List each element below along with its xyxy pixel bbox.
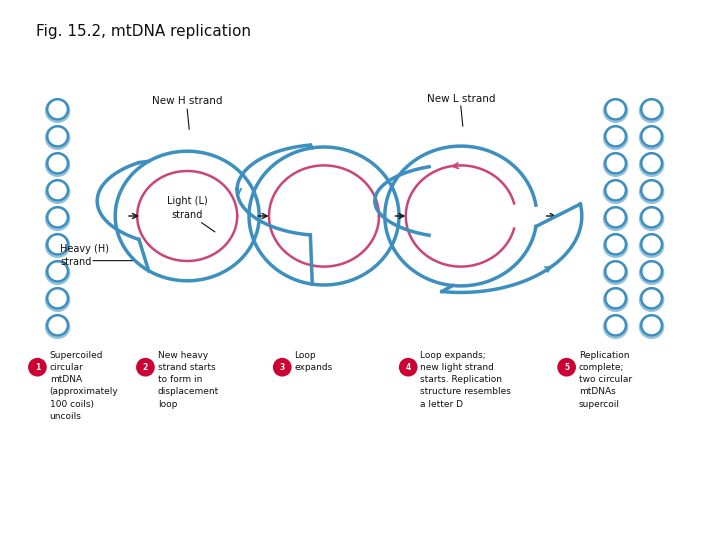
Ellipse shape (48, 315, 68, 335)
Circle shape (137, 359, 154, 376)
Ellipse shape (642, 207, 662, 227)
Ellipse shape (642, 126, 662, 146)
Text: Fig. 15.2, mtDNA replication: Fig. 15.2, mtDNA replication (36, 24, 251, 39)
Ellipse shape (606, 207, 626, 227)
Ellipse shape (606, 153, 626, 173)
Ellipse shape (48, 261, 68, 281)
Text: Replication
complete;
two circular
mtDNAs
supercoil: Replication complete; two circular mtDNA… (579, 351, 632, 409)
Text: New heavy
strand starts
to form in
displacement
loop: New heavy strand starts to form in displ… (158, 351, 219, 409)
Ellipse shape (642, 261, 662, 281)
Text: New L strand: New L strand (426, 94, 495, 104)
Text: 3: 3 (279, 363, 285, 372)
Ellipse shape (48, 288, 68, 308)
Text: Supercoiled
circular
mtDNA
(approximately
100 coils)
uncoils: Supercoiled circular mtDNA (approximatel… (50, 351, 118, 421)
Ellipse shape (48, 234, 68, 254)
Ellipse shape (642, 315, 662, 335)
Ellipse shape (642, 180, 662, 200)
Text: 4: 4 (405, 363, 411, 372)
Text: New H strand: New H strand (152, 96, 222, 106)
Ellipse shape (606, 315, 626, 335)
Ellipse shape (606, 234, 626, 254)
Ellipse shape (48, 207, 68, 227)
Ellipse shape (606, 126, 626, 146)
Text: Heavy (H)
strand: Heavy (H) strand (60, 244, 109, 267)
Ellipse shape (606, 180, 626, 200)
Circle shape (29, 359, 46, 376)
Ellipse shape (642, 99, 662, 119)
Ellipse shape (606, 288, 626, 308)
Ellipse shape (48, 126, 68, 146)
Text: Loop
expands: Loop expands (294, 351, 333, 372)
Text: 1: 1 (35, 363, 40, 372)
Text: 5: 5 (564, 363, 570, 372)
Ellipse shape (642, 288, 662, 308)
Text: 2: 2 (143, 363, 148, 372)
Text: Loop expands;
new light strand
starts. Replication
structure resembles
a letter : Loop expands; new light strand starts. R… (420, 351, 511, 409)
Ellipse shape (48, 99, 68, 119)
Ellipse shape (642, 153, 662, 173)
Ellipse shape (48, 153, 68, 173)
Circle shape (558, 359, 575, 376)
Ellipse shape (48, 180, 68, 200)
Ellipse shape (642, 234, 662, 254)
Text: Light (L)
strand: Light (L) strand (167, 197, 207, 220)
Ellipse shape (606, 99, 626, 119)
Circle shape (400, 359, 417, 376)
Circle shape (274, 359, 291, 376)
Ellipse shape (606, 261, 626, 281)
